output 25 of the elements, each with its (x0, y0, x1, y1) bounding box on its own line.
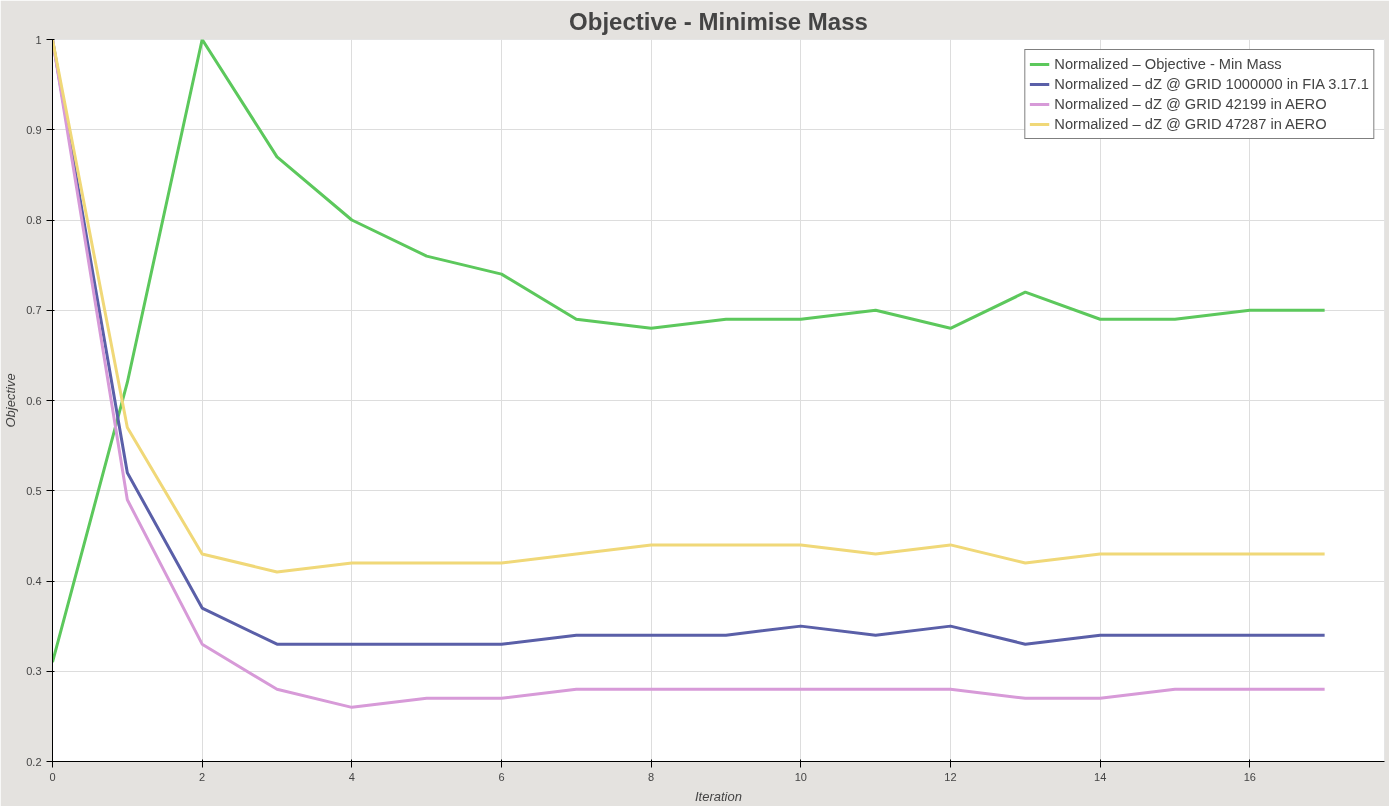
x-tick-label: 8 (648, 770, 655, 783)
y-tick-label: 0.5 (26, 484, 42, 497)
x-tick-label: 0 (49, 770, 56, 783)
legend-label: Normalized – dZ @ GRID 47287 in AERO (1054, 116, 1327, 132)
y-tick-label: 0.3 (26, 665, 42, 678)
x-tick-label: 14 (1094, 770, 1107, 783)
y-tick-label: 0.7 (26, 304, 42, 317)
legend-label: Normalized – dZ @ GRID 42199 in AERO (1054, 96, 1327, 112)
x-axis-title: Iteration (695, 788, 742, 804)
y-tick-label: 1 (35, 33, 42, 46)
y-tick-label: 0.8 (26, 214, 42, 226)
legend-label: Normalized – dZ @ GRID 1000000 in FIA 3.17.1 (1054, 76, 1369, 92)
y-tick-label: 0.4 (26, 575, 42, 587)
x-tick-label: 6 (498, 770, 505, 783)
y-tick-label: 0.6 (26, 394, 42, 407)
x-tick-label: 10 (794, 770, 807, 783)
x-tick-label: 2 (199, 770, 206, 783)
x-tick-label: 12 (944, 770, 957, 783)
x-tick-label: 16 (1243, 770, 1256, 783)
y-tick-label: 0.9 (26, 123, 42, 136)
y-tick-label: 0.2 (26, 755, 42, 768)
legend-label: Normalized – Objective - Min Mass (1054, 56, 1282, 72)
x-tick-label: 4 (348, 770, 355, 783)
chart-title: Objective - Minimise Mass (569, 7, 868, 35)
y-axis-title: Objective (3, 373, 19, 428)
